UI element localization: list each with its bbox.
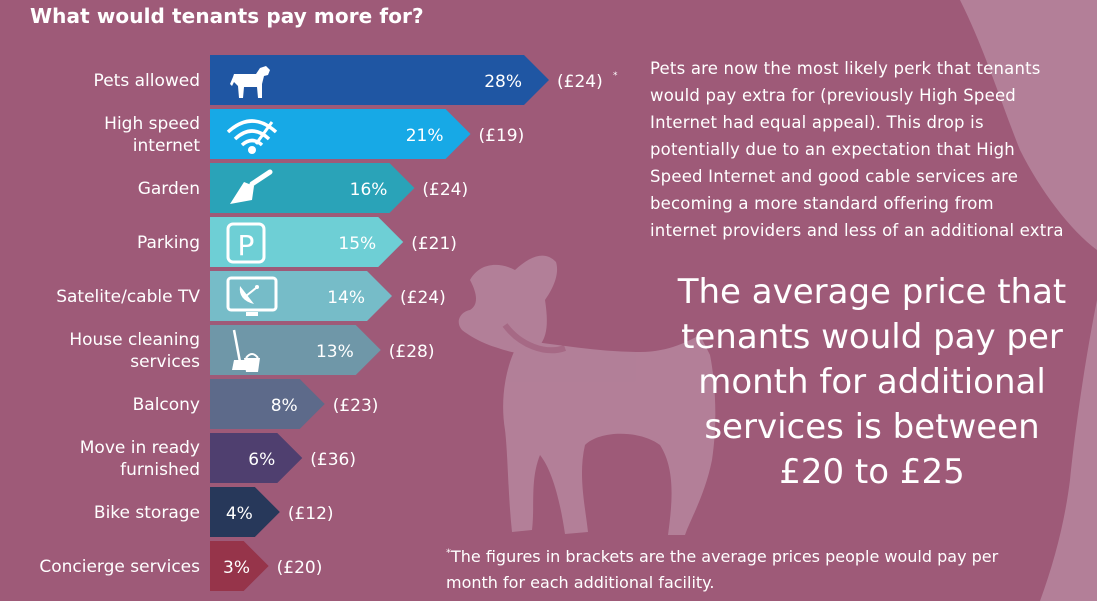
chart-title: What would tenants pay more for? xyxy=(30,4,424,28)
category-label: Concierge services xyxy=(39,557,200,577)
svg-text:P: P xyxy=(238,229,255,262)
value-label: 28% xyxy=(484,72,522,92)
bar xyxy=(210,55,549,105)
headline-text: The average price that tenants would pay… xyxy=(677,272,1067,492)
category-label: Pets allowed xyxy=(94,71,200,91)
bar-chart: Pets allowed 28% (£24) * High speed internet 2… xyxy=(39,55,618,591)
bar xyxy=(210,109,471,159)
category-label: High speed internet xyxy=(104,114,200,156)
price-label: (£19) xyxy=(479,126,525,146)
category-label: House cleaning services xyxy=(69,330,200,372)
category-label: Garden xyxy=(138,179,200,199)
bar xyxy=(210,433,303,483)
value-label: 14% xyxy=(327,288,365,308)
bar xyxy=(210,379,325,429)
footnote-marker: * xyxy=(446,547,451,559)
price-label: (£21) xyxy=(411,234,457,254)
tv-dish-icon xyxy=(226,276,278,316)
price-label: (£36) xyxy=(310,450,356,470)
value-label: 13% xyxy=(316,342,354,362)
value-label: 6% xyxy=(248,450,275,470)
value-label: 21% xyxy=(406,126,444,146)
bar xyxy=(210,487,280,537)
price-label: (£24) xyxy=(422,180,468,200)
value-label: 3% xyxy=(223,558,250,578)
dog-icon xyxy=(230,66,270,98)
bar xyxy=(210,217,404,267)
category-label: Move in ready furnished xyxy=(80,438,200,480)
category-label: Parking xyxy=(137,233,200,253)
price-label: (£20) xyxy=(277,558,323,578)
trowel-icon xyxy=(230,169,273,204)
price-label: (£23) xyxy=(333,396,379,416)
description-text: Pets are now the most likely perk that t… xyxy=(650,59,1064,240)
value-label: 8% xyxy=(271,396,298,416)
category-label: Satelite/cable TV xyxy=(56,287,200,307)
category-label: Bike storage xyxy=(94,503,200,523)
mop-bucket-icon xyxy=(232,329,260,372)
category-label: Balcony xyxy=(133,395,200,415)
price-footnote-marker: * xyxy=(613,71,618,81)
price-label: (£24) xyxy=(557,72,603,92)
bar xyxy=(210,541,269,591)
value-label: 16% xyxy=(350,180,388,200)
value-label: 4% xyxy=(226,504,253,524)
wifi-icon xyxy=(226,119,278,154)
parking-icon: P xyxy=(226,222,266,264)
price-label: (£24) xyxy=(400,288,446,308)
value-label: 15% xyxy=(338,234,376,254)
footnote: *The figures in brackets are the average… xyxy=(446,544,1091,596)
price-label: (£28) xyxy=(389,342,435,362)
price-label: (£12) xyxy=(288,504,334,524)
footnote-text: The figures in brackets are the average … xyxy=(446,547,999,592)
